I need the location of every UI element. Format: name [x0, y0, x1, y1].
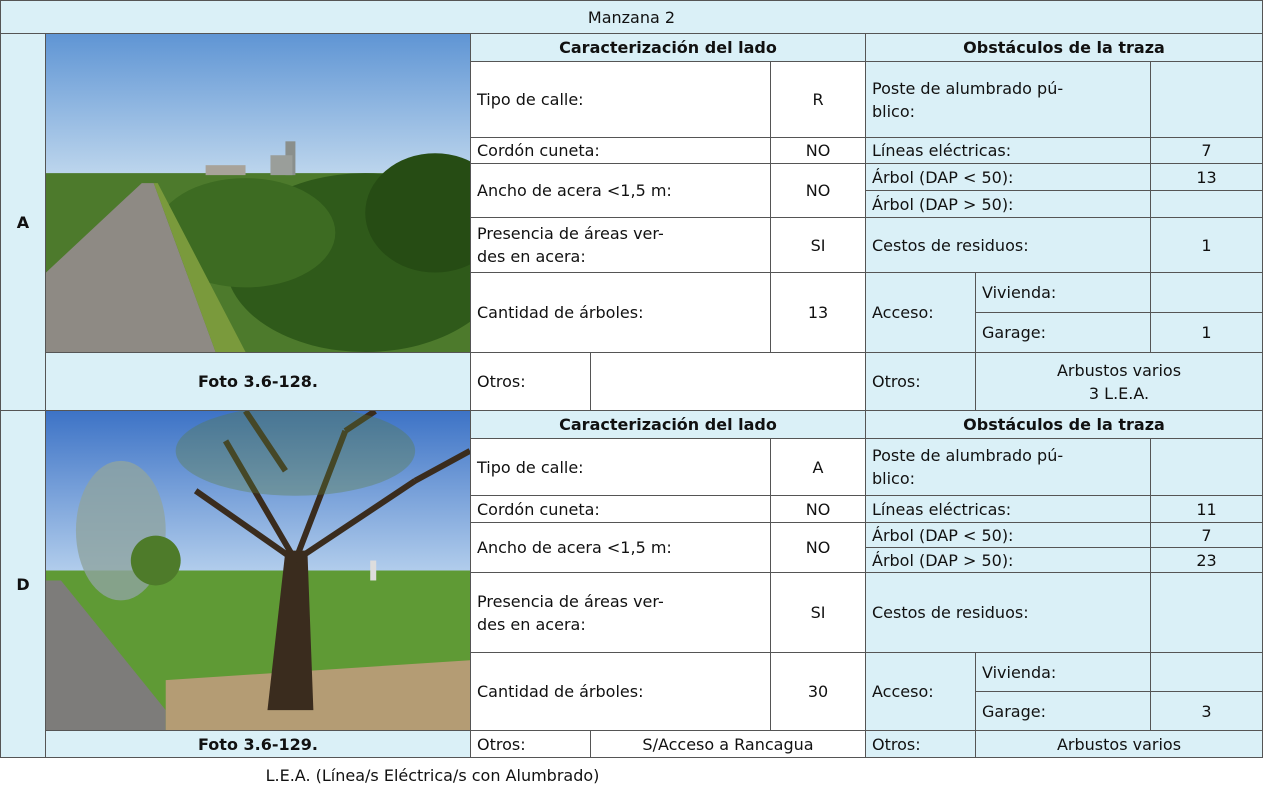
text-line: blico:: [872, 469, 916, 488]
row-value: [590, 352, 866, 411]
row-label: Otros:: [470, 730, 591, 758]
text-line: Presencia de áreas ver-: [477, 591, 664, 611]
text-line: Poste de alumbrado pú-: [872, 446, 1064, 465]
row-value: A: [770, 438, 866, 496]
row-value: Arbustos varios 3 L.E.A.: [975, 352, 1263, 411]
row-value: SI: [770, 572, 866, 653]
row-label: Otros:: [865, 352, 976, 411]
row-value: 13: [1150, 163, 1263, 191]
row-value: 1: [1150, 217, 1263, 273]
row-value: [1150, 438, 1263, 496]
row-value: SI: [770, 217, 866, 273]
row-label: Presencia de áreas ver-des en acera:: [470, 572, 771, 653]
text-line: 3 L.E.A.: [1088, 383, 1150, 403]
row-value: 7: [1150, 522, 1263, 548]
photo-shape: [270, 155, 293, 176]
section-heading: Caracterización del lado: [470, 410, 866, 439]
photo-shape: [155, 178, 336, 288]
row-label: Árbol (DAP < 50):: [865, 163, 1151, 191]
row-label: Vivienda:: [975, 272, 1151, 313]
row-value: NO: [770, 163, 866, 218]
row-label: Árbol (DAP > 50):: [865, 547, 1151, 573]
row-label: Poste de alumbrado pú-blico:: [865, 438, 1151, 496]
row-label: Presencia de áreas ver-des en acera:: [470, 217, 771, 273]
section-heading: Obstáculos de la traza: [865, 33, 1263, 62]
row-label: Garage:: [975, 312, 1151, 353]
row-value: [1150, 652, 1263, 692]
side-label: A: [0, 33, 46, 411]
text-line: Presencia de áreas ver-: [477, 224, 664, 243]
row-label: Garage:: [975, 691, 1151, 731]
row-label: Cantidad de árboles:: [470, 272, 771, 353]
text-line: des en acera:: [477, 247, 586, 266]
text-line: Poste de alumbrado pú-: [872, 78, 1064, 98]
photo-caption: Foto 3.6-128.: [45, 352, 471, 411]
row-label: Cestos de residuos:: [865, 217, 1151, 273]
row-value: 7: [1150, 137, 1263, 164]
row-label: Tipo de calle:: [470, 438, 771, 496]
row-value: S/Acceso a Rancagua: [590, 730, 866, 758]
row-label: Acceso:: [865, 272, 976, 353]
text-line: Arbustos varios: [1056, 360, 1182, 380]
photo-shape: [153, 183, 246, 352]
row-label: Árbol (DAP < 50):: [865, 522, 1151, 548]
section-heading: Obstáculos de la traza: [865, 410, 1263, 439]
photo-image: [46, 411, 470, 730]
photo-shape: [165, 660, 470, 730]
photo-shape: [370, 560, 377, 581]
row-value: 3: [1150, 691, 1263, 731]
row-label: Cestos de residuos:: [865, 572, 1151, 653]
row-label: Poste de alumbrado pú-blico:: [865, 61, 1151, 138]
row-label: Ancho de acera <1,5 m:: [470, 522, 771, 573]
row-value: 11: [1150, 495, 1263, 523]
row-value: NO: [770, 522, 866, 573]
photo: [45, 33, 471, 353]
row-label: Acceso:: [865, 652, 976, 731]
photo-shape: [175, 411, 416, 496]
row-label: Vivienda:: [975, 652, 1151, 692]
photo-shape: [46, 580, 166, 730]
row-label: Cordón cuneta:: [470, 137, 771, 164]
side-label: D: [0, 410, 46, 758]
row-label: Líneas eléctricas:: [865, 495, 1151, 523]
photo-shape: [267, 550, 314, 711]
photo: [45, 410, 471, 731]
row-label: Árbol (DAP > 50):: [865, 190, 1151, 218]
row-value: R: [770, 61, 866, 138]
row-value: [1150, 190, 1263, 218]
row-label: Ancho de acera <1,5 m:: [470, 163, 771, 218]
text-line: blico:: [872, 101, 916, 121]
section-heading: Caracterización del lado: [470, 33, 866, 62]
row-value: [1150, 272, 1263, 313]
row-label: Tipo de calle:: [470, 61, 771, 138]
row-value: NO: [770, 495, 866, 523]
row-label: Otros:: [865, 730, 976, 758]
row-label: Otros:: [470, 352, 591, 411]
text-line: des en acera:: [477, 614, 586, 634]
row-value: Arbustos varios: [975, 730, 1263, 758]
row-value: NO: [770, 137, 866, 164]
photo-shape: [365, 153, 470, 273]
photo-shape: [193, 411, 470, 564]
row-label: Líneas eléctricas:: [865, 137, 1151, 164]
footnote: L.E.A. (Línea/s Eléctrica/s con Alumbrad…: [265, 766, 600, 785]
photo-shape: [46, 183, 216, 352]
photo-caption: Foto 3.6-129.: [45, 730, 471, 758]
row-value: 13: [770, 272, 866, 353]
photo-image: [46, 34, 470, 352]
row-value: [1150, 572, 1263, 653]
table-title: Manzana 2: [0, 0, 1263, 34]
row-value: 1: [1150, 312, 1263, 353]
row-value: [1150, 61, 1263, 138]
photo-shape: [205, 165, 246, 176]
row-value: 30: [770, 652, 866, 731]
photo-shape: [130, 535, 181, 586]
row-label: Cordón cuneta:: [470, 495, 771, 523]
row-value: 23: [1150, 547, 1263, 573]
row-label: Cantidad de árboles:: [470, 652, 771, 731]
